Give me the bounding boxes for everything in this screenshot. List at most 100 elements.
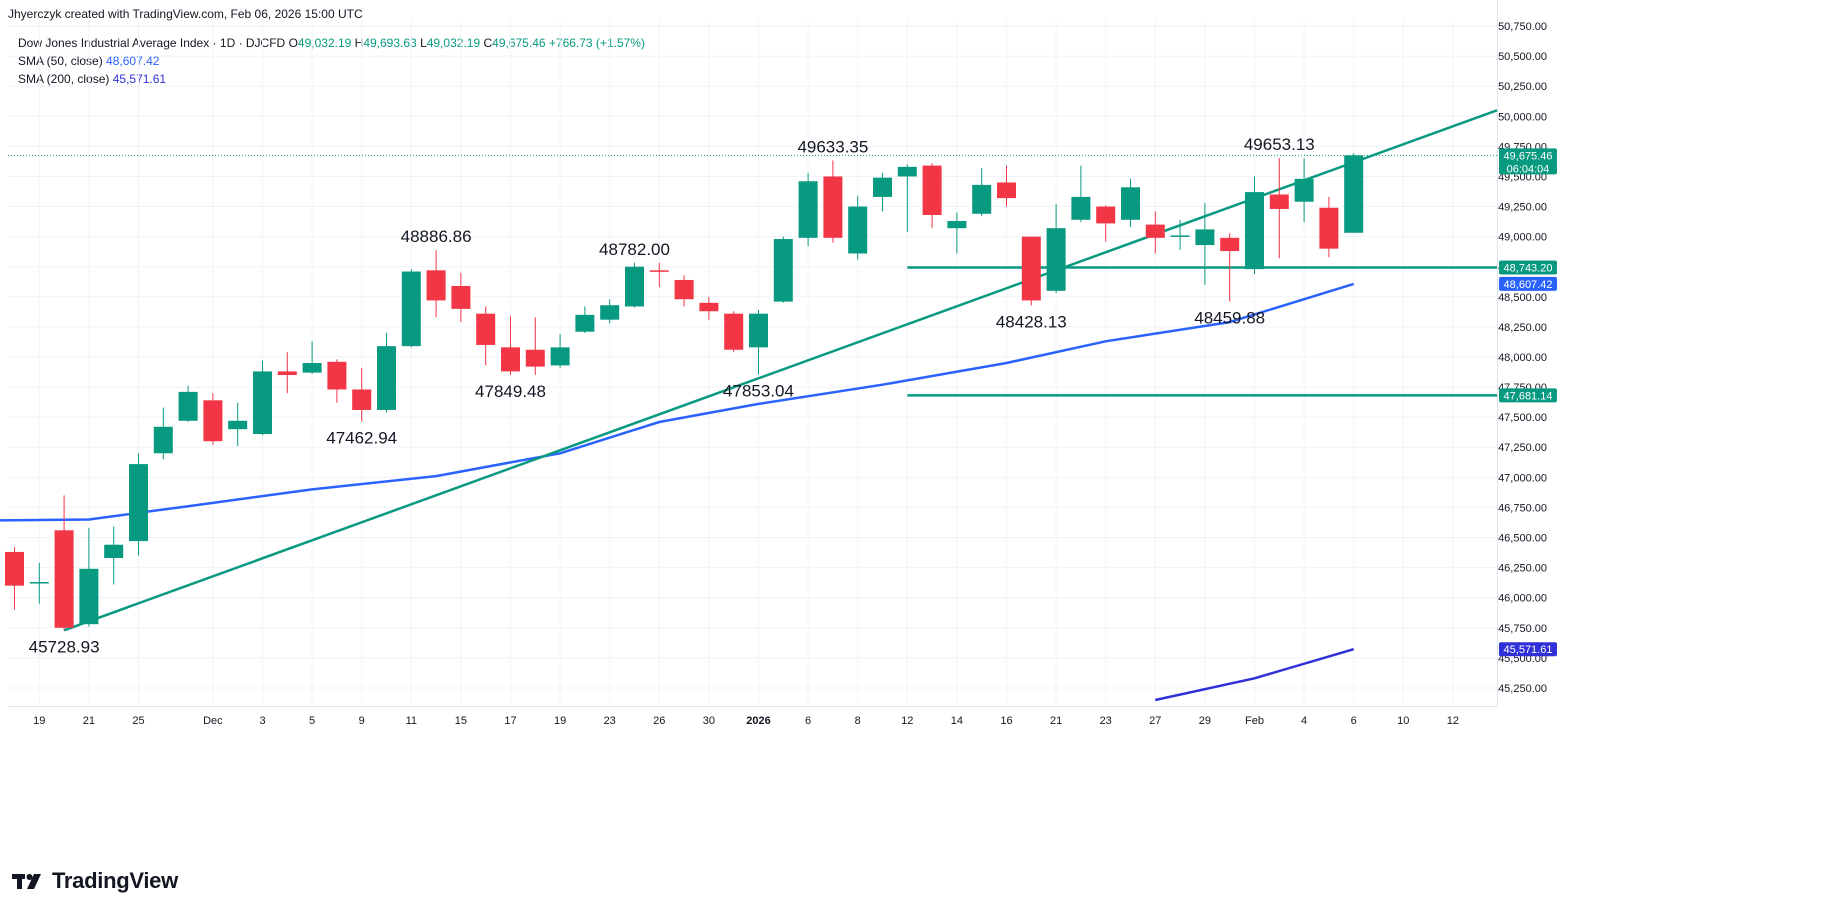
high-label: H xyxy=(354,36,364,50)
candle-body xyxy=(1245,192,1264,270)
x-tick-label: 11 xyxy=(406,715,417,727)
candle-body xyxy=(848,206,868,254)
candle-body xyxy=(674,279,694,300)
candle-body xyxy=(575,314,595,332)
sma200-value: 45,571.61 xyxy=(112,72,167,86)
change-value: +766.73 (+1.57%) xyxy=(548,36,645,50)
candle-body xyxy=(1294,178,1314,202)
price-annotation: 48886.86 xyxy=(401,227,472,246)
candle-body xyxy=(773,239,793,302)
candle-body xyxy=(352,389,372,410)
candle-body xyxy=(798,181,818,238)
price-annotation: 49633.35 xyxy=(797,137,868,156)
x-tick-label: 21 xyxy=(1050,715,1062,727)
x-tick-label: 23 xyxy=(1100,715,1112,727)
tradingview-brand[interactable]: TradingView xyxy=(12,868,178,894)
y-tick-label: 47,250.00 xyxy=(1498,442,1547,454)
candle-body xyxy=(228,420,248,430)
y-tick-label: 48,250.00 xyxy=(1498,322,1547,334)
x-tick-label: 29 xyxy=(1199,715,1211,727)
price-label-text: 47,681.14 xyxy=(1504,390,1553,402)
price-annotation: 47849.48 xyxy=(475,382,546,401)
low-value: 49,032.19 xyxy=(426,36,481,50)
price-annotation: 48782.00 xyxy=(599,240,670,259)
y-tick-label: 48,000.00 xyxy=(1498,352,1547,364)
x-tick-label: Dec xyxy=(203,715,223,727)
x-tick-label: 19 xyxy=(33,715,45,727)
candle-body xyxy=(129,464,148,542)
x-tick-label: 8 xyxy=(855,715,861,727)
candle-body xyxy=(1195,229,1215,246)
x-tick-label: 15 xyxy=(455,715,467,727)
candle-body xyxy=(649,270,669,272)
candle-body xyxy=(476,313,496,345)
legend-symbol-row[interactable]: Dow Jones Industrial Average Index · 1D … xyxy=(18,34,645,52)
x-tick-label: 12 xyxy=(1447,715,1459,727)
candle-body xyxy=(1344,155,1364,233)
y-tick-label: 50,000.00 xyxy=(1498,111,1547,123)
x-tick-label: 21 xyxy=(83,715,95,727)
x-tick-label: 6 xyxy=(1351,715,1357,727)
candle-body xyxy=(1220,237,1240,252)
candle-body xyxy=(823,176,843,238)
candle-body xyxy=(724,313,744,350)
x-tick-label: 6 xyxy=(805,715,811,727)
low-label: L xyxy=(420,36,427,50)
candle-body xyxy=(947,220,967,229)
x-tick-label: 3 xyxy=(259,715,265,727)
x-tick-label: 14 xyxy=(951,715,963,727)
candle-body xyxy=(153,426,173,454)
candle-body xyxy=(377,346,396,410)
candle-body xyxy=(525,349,545,367)
candle-body xyxy=(451,285,471,309)
y-tick-label: 49,000.00 xyxy=(1498,232,1547,244)
y-tick-label: 45,750.00 xyxy=(1498,623,1547,635)
close-label: C xyxy=(483,36,493,50)
price-annotation: 48459.88 xyxy=(1194,309,1265,328)
y-tick-label: 49,250.00 xyxy=(1498,202,1547,214)
x-tick-label: 9 xyxy=(359,715,365,727)
candle-body xyxy=(997,182,1016,199)
tradingview-logo-icon xyxy=(12,874,41,889)
candle-body xyxy=(327,361,347,390)
x-tick-label: Feb xyxy=(1245,715,1264,727)
candle-body xyxy=(277,371,297,376)
x-tick-label: 27 xyxy=(1149,715,1161,727)
y-tick-label: 47,000.00 xyxy=(1498,472,1547,484)
price-label-box xyxy=(1499,148,1557,175)
x-tick-label: 25 xyxy=(132,715,144,727)
y-tick-label: 49,500.00 xyxy=(1498,171,1547,183)
x-tick-label: 16 xyxy=(1000,715,1012,727)
x-tick-label: 19 xyxy=(554,715,566,727)
y-tick-label: 48,500.00 xyxy=(1498,292,1547,304)
symbol-title: Dow Jones Industrial Average Index · 1D … xyxy=(18,36,286,50)
price-label-box xyxy=(1499,642,1557,657)
x-tick-label: 2026 xyxy=(746,715,770,727)
x-tick-label: 23 xyxy=(604,715,616,727)
candle-body xyxy=(29,582,49,584)
x-tick-label: 17 xyxy=(504,715,516,727)
price-label-text: 48,607.42 xyxy=(1504,279,1553,291)
price-annotation: 45728.93 xyxy=(29,637,100,656)
legend-sma200-row[interactable]: SMA (200, close) 45,571.61 xyxy=(18,70,645,88)
y-tick-label: 46,250.00 xyxy=(1498,563,1547,575)
price-label-text: 45,571.61 xyxy=(1504,644,1553,656)
candle-body xyxy=(426,270,446,301)
candle-body xyxy=(54,530,74,628)
candle-body xyxy=(922,165,942,215)
sma50-value: 48,607.42 xyxy=(106,54,160,68)
candle-body xyxy=(749,313,768,348)
x-tick-label: 4 xyxy=(1301,715,1307,727)
price-annotation: 48428.13 xyxy=(996,312,1067,331)
candle-body xyxy=(302,363,322,373)
price-label-box xyxy=(1499,260,1557,275)
y-tick-label: 46,000.00 xyxy=(1498,593,1547,605)
candle-body xyxy=(401,271,421,347)
y-tick-label: 47,500.00 xyxy=(1498,412,1547,424)
price-annotation: 47462.94 xyxy=(326,429,397,448)
candle-body xyxy=(550,347,570,366)
price-label-text: 49,675.46 xyxy=(1504,150,1553,162)
y-tick-label: 45,250.00 xyxy=(1498,683,1547,695)
candle-body xyxy=(253,371,272,435)
